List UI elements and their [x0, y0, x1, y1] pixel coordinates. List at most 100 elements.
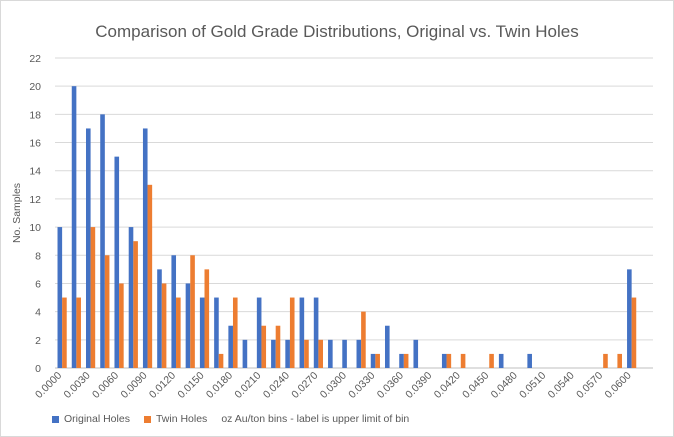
- y-tick-label: 22: [29, 53, 41, 65]
- bar-original: [285, 339, 290, 368]
- bar-twin: [62, 297, 67, 368]
- bar-original: [57, 227, 63, 368]
- x-tick-label: 0.0420: [432, 370, 463, 401]
- bar-original: [299, 297, 305, 368]
- bar-original: [214, 297, 219, 368]
- bar-original: [384, 325, 390, 368]
- legend-label-twin: Twin Holes: [155, 413, 208, 425]
- bar-twin: [218, 353, 224, 368]
- bar-twin: [147, 184, 153, 368]
- bar-twin: [232, 297, 238, 368]
- y-tick-label: 8: [35, 250, 41, 262]
- bar-original: [370, 353, 376, 368]
- bar-original: [71, 86, 77, 368]
- bar-twin: [489, 353, 494, 368]
- bar-original: [199, 297, 205, 368]
- bar-original: [342, 339, 347, 368]
- bar-twin: [304, 339, 309, 368]
- y-tick-label: 18: [29, 109, 41, 121]
- bar-twin: [403, 353, 409, 368]
- bar-original: [228, 325, 233, 368]
- bar-original: [627, 269, 632, 368]
- x-tick-label: 0.0360: [375, 370, 406, 401]
- x-tick-label: 0.0480: [489, 370, 520, 401]
- x-tick-label: 0.0330: [346, 370, 377, 401]
- y-tick-label: 0: [35, 363, 41, 375]
- bar-original: [85, 128, 91, 368]
- x-tick-label: 0.0390: [403, 370, 434, 401]
- bar-original: [114, 156, 120, 368]
- bar-twin: [133, 241, 138, 368]
- bar-twin: [119, 283, 124, 368]
- x-tick-label: 0.0270: [289, 370, 320, 401]
- y-axis-title: No. Samples: [11, 183, 23, 243]
- y-tick-label: 4: [35, 307, 41, 319]
- legend-swatch-twin: [143, 415, 151, 423]
- x-tick-label: 0.0570: [574, 370, 605, 401]
- bar-twin: [446, 353, 452, 368]
- bar-original: [527, 353, 532, 368]
- legend-label-original: Original Holes: [64, 413, 130, 425]
- bar-original: [171, 255, 177, 368]
- bar-twin: [275, 325, 281, 368]
- x-tick-label: 0.0060: [90, 370, 121, 401]
- y-tick-label: 14: [29, 166, 41, 178]
- y-tick-label: 20: [29, 81, 41, 93]
- x-tick-label: 0.0030: [62, 370, 93, 401]
- x-tick-label: 0.0510: [517, 370, 548, 401]
- y-tick-label: 6: [35, 278, 41, 290]
- bar-original: [100, 114, 105, 368]
- x-tick-label: 0.0240: [261, 370, 292, 401]
- x-axis-title: oz Au/ton bins - label is upper limit of…: [221, 413, 410, 425]
- x-tick-label: 0.0090: [118, 370, 149, 401]
- bar-twin: [375, 353, 380, 368]
- y-tick-label: 12: [29, 194, 41, 206]
- x-tick-label: 0.0120: [147, 370, 178, 401]
- bar-twin: [190, 255, 195, 368]
- bar-original: [328, 339, 333, 368]
- bar-twin: [318, 339, 324, 368]
- bar-original: [413, 339, 419, 368]
- bar-original: [157, 269, 162, 368]
- chart-title: Comparison of Gold Grade Distributions, …: [95, 22, 579, 41]
- bar-original: [242, 339, 248, 368]
- y-tick-label: 2: [35, 335, 41, 347]
- bar-twin: [261, 325, 267, 368]
- bar-original: [313, 297, 319, 368]
- bar-twin: [90, 227, 96, 368]
- bar-original: [356, 339, 362, 368]
- bar-original: [399, 353, 404, 368]
- legend-item-twin: Twin Holes: [143, 413, 208, 425]
- bar-twin: [176, 297, 181, 368]
- bar-original: [271, 339, 276, 368]
- bar-original: [441, 353, 447, 368]
- bar-original: [498, 353, 504, 368]
- bar-twin: [603, 353, 608, 368]
- x-tick-label: 0.0600: [603, 370, 634, 401]
- bar-twin: [76, 297, 81, 368]
- bar-original: [256, 297, 262, 368]
- bar-twin: [631, 297, 637, 368]
- legend-swatch-original: [52, 415, 59, 423]
- x-tick-label: 0.0210: [232, 370, 263, 401]
- bar-twin: [460, 353, 466, 368]
- bar-original: [128, 227, 134, 368]
- y-tick-label: 16: [29, 138, 41, 150]
- bar-twin: [104, 255, 110, 368]
- bar-twin: [617, 353, 623, 368]
- legend-item-original: Original Holes: [52, 413, 130, 425]
- x-tick-label: 0.0450: [460, 370, 491, 401]
- bar-original: [142, 128, 148, 368]
- bar-twin: [204, 269, 210, 368]
- bar-original: [185, 283, 191, 368]
- x-tick-label: 0.0540: [546, 370, 577, 401]
- y-tick-label: 10: [29, 222, 41, 234]
- x-tick-label: 0.0150: [175, 370, 206, 401]
- x-tick-label: 0.0300: [318, 370, 349, 401]
- x-tick-label: 0.0180: [204, 370, 235, 401]
- bar-twin: [161, 283, 167, 368]
- chart-legend: Original Holes Twin Holes oz Au/ton bins…: [52, 413, 409, 425]
- bar-twin: [361, 311, 366, 368]
